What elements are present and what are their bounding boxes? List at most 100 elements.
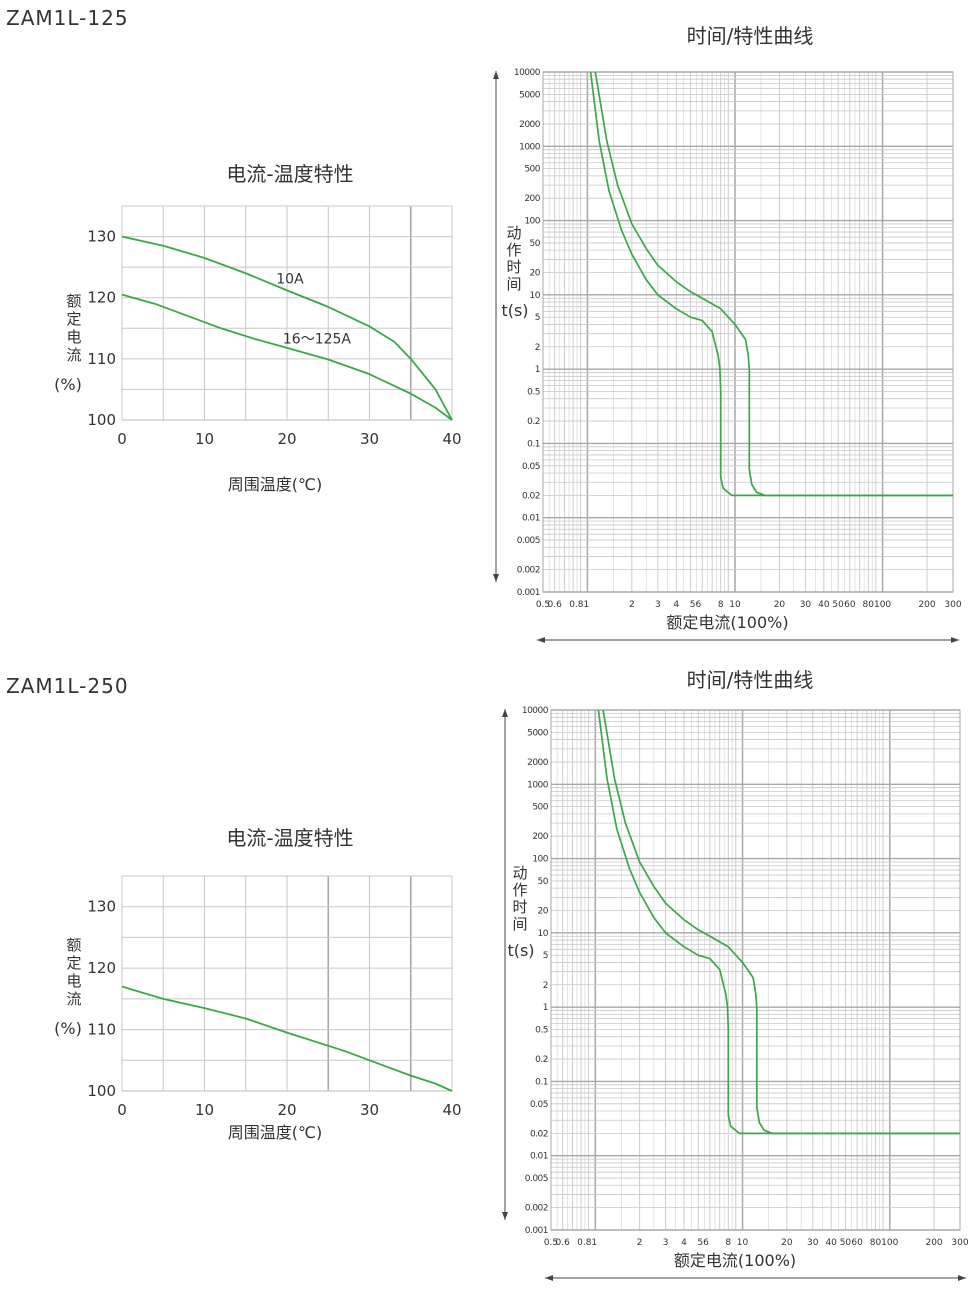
x-tick-label: 10	[729, 600, 741, 610]
y-tick-label: 0.02	[530, 1129, 548, 1139]
time-chart-title: 时间/特性曲线	[686, 24, 814, 48]
y-tick-label: 0.2	[527, 417, 540, 427]
y-axis-label-unit: t(s)	[507, 941, 534, 960]
x-tick-label: 40	[825, 1238, 837, 1248]
x-tick-label: 20	[774, 600, 786, 610]
y-axis-label-char: 间	[512, 915, 527, 933]
y-axis-label-char: 定	[66, 310, 81, 328]
x-tick-label: 0.6	[548, 600, 563, 610]
model-title: ZAM1L-125	[6, 6, 129, 30]
x-tick-label: 20	[277, 1101, 296, 1119]
x-tick-label: 10	[737, 1238, 749, 1248]
time-chart-125: 0.50.6 0.81 2 3 4 56 8 10 20 30 40 50 60 80 100 200 3001…	[493, 68, 962, 643]
y-tick-label: 0.05	[522, 462, 540, 472]
x-tick-label: 0	[117, 1101, 127, 1119]
arrowhead-up	[502, 709, 508, 717]
y-tick-label: 5	[543, 951, 548, 961]
x-tick-label: 300	[951, 1238, 968, 1248]
y-tick-label: 1	[543, 1003, 548, 1013]
annotation-label: 10A	[276, 272, 304, 288]
x-tick-label: 40	[818, 600, 830, 610]
y-tick-label: 0.1	[527, 439, 540, 449]
y-axis-label-char: 电	[66, 328, 81, 346]
x-tick-label: 50	[840, 1238, 852, 1248]
x-tick-label: 40	[442, 1101, 461, 1119]
series-line-2	[121, 293, 453, 421]
x-tick-label: 2	[629, 600, 635, 610]
temp-chart-250: 0 10 20 30 40 100 110 120 130 额定电流 (%) 周围温度(℃)	[54, 875, 462, 1142]
y-tick-label: 200	[532, 832, 548, 842]
y-tick-label: 0.5	[527, 388, 540, 398]
annotation-label: 16～125A	[283, 332, 352, 348]
x-tick-label: 0.5	[536, 600, 550, 610]
x-tick-label: 40	[442, 430, 461, 448]
y-axis-label-char: 定	[66, 954, 81, 972]
temp-chart-125: 0 10 20 30 40 100 110 120 130 额定电流 (%) 周围温度(℃) 10A 16…	[54, 205, 462, 494]
plot-frame	[550, 709, 961, 1231]
x-axis-label: 周围温度(℃)	[228, 1123, 322, 1142]
x-tick-label: 8	[725, 1238, 731, 1248]
x-tick-label: 0.81	[577, 1238, 597, 1248]
y-tick-label: 2000	[527, 758, 549, 768]
y-tick-label: 10000	[522, 706, 549, 716]
x-tick-label: 20	[277, 430, 296, 448]
x-axis-label: 额定电流(100%)	[674, 1251, 796, 1270]
y-tick-label: 0.001	[525, 1226, 548, 1236]
x-tick-label: 30	[360, 430, 379, 448]
x-tick-label: 200	[918, 600, 935, 610]
time-chart-250: 0.50.6 0.81 2 3 4 56 8 10 20 30 40 50 60 80 100 200 3001…	[502, 706, 969, 1281]
temp-chart-title: 电流-温度特性	[226, 826, 354, 850]
x-tick-label: 0.81	[569, 600, 589, 610]
y-axis-label-char: 额	[66, 936, 81, 954]
plot-frame	[542, 71, 954, 593]
y-tick-label: 0.2	[535, 1055, 548, 1065]
x-tick-label: 60	[851, 1238, 863, 1248]
y-tick-label: 130	[87, 228, 116, 246]
x-tick-label: 30	[360, 1101, 379, 1119]
y-axis-label-char: 时	[512, 898, 527, 916]
series-line-1	[121, 985, 453, 1092]
model-title: ZAM1L-250	[6, 674, 129, 698]
series-line-1	[121, 235, 453, 421]
x-tick-label: 20	[781, 1238, 793, 1248]
y-tick-label: 200	[524, 194, 540, 204]
y-tick-label: 110	[87, 350, 116, 368]
y-tick-label: 0.01	[530, 1152, 548, 1162]
y-tick-label: 0.5	[535, 1026, 548, 1036]
y-axis-label-char: 作	[506, 241, 521, 259]
y-tick-label: 5000	[527, 728, 549, 738]
x-tick-label: 0	[117, 430, 127, 448]
y-tick-label: 10	[530, 291, 541, 301]
x-tick-label: 3	[663, 1238, 669, 1248]
x-tick-label: 80	[870, 1238, 882, 1248]
y-tick-label: 120	[87, 959, 116, 977]
x-tick-label: 56	[697, 1238, 709, 1248]
x-axis-label: 额定电流(100%)	[666, 613, 788, 632]
y-tick-label: 20	[530, 268, 541, 278]
y-axis-label-unit: t(s)	[501, 301, 528, 320]
y-tick-label: 1000	[519, 142, 541, 152]
y-tick-label: 0.001	[517, 588, 540, 598]
y-tick-label: 1000	[527, 780, 549, 790]
y-axis-label-unit: (%)	[54, 375, 82, 394]
arrowhead-right	[958, 1275, 966, 1281]
y-tick-label: 110	[87, 1021, 116, 1039]
y-tick-label: 1	[535, 365, 540, 375]
x-tick-label: 200	[925, 1238, 942, 1248]
y-axis-label-char: 额	[66, 292, 81, 310]
y-tick-label: 10	[538, 929, 549, 939]
x-tick-label: 3	[655, 600, 661, 610]
y-tick-label: 0.05	[530, 1100, 548, 1110]
y-tick-label: 20	[538, 906, 549, 916]
x-tick-label: 10	[195, 1101, 214, 1119]
y-tick-label: 5	[535, 313, 540, 323]
series-line-1	[589, 71, 953, 497]
y-tick-label: 0.02	[522, 491, 540, 501]
y-axis-label-char: 作	[512, 881, 527, 899]
y-tick-label: 500	[524, 165, 540, 175]
x-tick-label: 100	[874, 600, 891, 610]
y-tick-label: 100	[532, 855, 548, 865]
x-tick-label: 8	[718, 600, 724, 610]
y-axis-label-char: 电	[66, 972, 81, 990]
y-tick-label: 0.005	[525, 1174, 548, 1184]
